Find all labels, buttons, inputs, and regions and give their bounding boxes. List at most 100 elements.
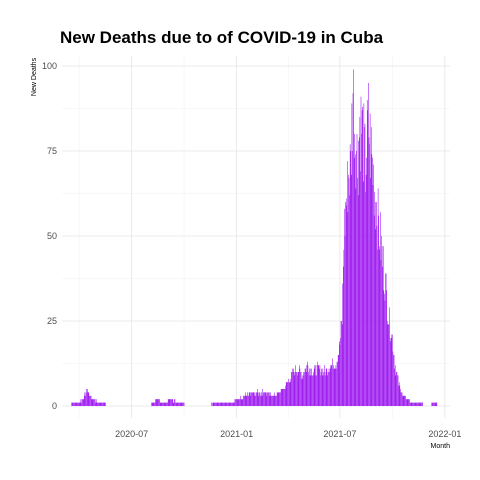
- bar: [317, 365, 319, 406]
- bar: [365, 174, 367, 406]
- bar: [384, 293, 385, 406]
- bar: [281, 389, 283, 406]
- bar: [301, 378, 302, 406]
- bar: [330, 365, 332, 406]
- bar: [372, 185, 374, 406]
- bar: [301, 375, 303, 406]
- bar: [356, 151, 357, 406]
- bar: [226, 402, 228, 406]
- bar: [295, 372, 297, 406]
- bar: [400, 392, 402, 406]
- bar: [283, 389, 284, 406]
- bar: [397, 375, 398, 406]
- bar: [404, 395, 406, 406]
- bar: [306, 365, 308, 406]
- bar: [436, 402, 438, 406]
- bar: [297, 375, 298, 406]
- bar: [94, 399, 96, 406]
- bar: [289, 382, 291, 406]
- bar: [277, 392, 278, 406]
- bar: [227, 402, 228, 406]
- bar: [352, 93, 354, 406]
- bar: [255, 395, 256, 406]
- bar: [304, 368, 306, 406]
- bar: [172, 399, 173, 406]
- bar: [175, 402, 176, 406]
- bar: [216, 402, 217, 406]
- bar: [422, 402, 423, 406]
- bar: [232, 402, 234, 406]
- bar: [365, 191, 366, 406]
- bar: [351, 103, 353, 407]
- bar: [307, 361, 308, 406]
- bar: [160, 402, 162, 406]
- bar: [377, 249, 378, 406]
- bar: [302, 378, 304, 406]
- bar: [274, 395, 276, 406]
- bar: [360, 96, 362, 406]
- bar: [238, 399, 240, 406]
- bar: [385, 273, 386, 406]
- bar: [345, 205, 347, 406]
- bar: [97, 402, 99, 406]
- bar: [297, 372, 299, 406]
- bar: [248, 392, 250, 406]
- bar: [278, 392, 280, 406]
- bar: [348, 174, 349, 406]
- bar: [178, 402, 179, 406]
- bar: [86, 392, 88, 406]
- bar: [324, 372, 326, 406]
- bar: [100, 402, 102, 406]
- bar: [391, 334, 393, 406]
- bar: [410, 402, 411, 406]
- bar: [247, 395, 249, 406]
- bar: [211, 402, 212, 406]
- bar: [275, 395, 277, 406]
- bar: [412, 402, 413, 406]
- bar: [265, 392, 267, 406]
- bar: [215, 402, 217, 406]
- bar: [159, 399, 160, 406]
- bar: [92, 399, 94, 406]
- bar: [76, 402, 78, 406]
- bar: [319, 365, 321, 406]
- bar: [104, 402, 106, 406]
- bar: [433, 402, 434, 406]
- bar: [413, 402, 414, 406]
- bar: [313, 368, 315, 406]
- bar: [419, 402, 421, 406]
- bar: [308, 375, 310, 406]
- bar: [398, 382, 400, 406]
- bar: [240, 399, 242, 406]
- bar: [347, 212, 349, 406]
- bar: [220, 402, 222, 406]
- bar: [81, 399, 83, 406]
- bar: [275, 395, 276, 406]
- bar: [323, 372, 324, 406]
- bar: [178, 402, 180, 406]
- bar: [340, 338, 341, 406]
- bar: [267, 392, 268, 406]
- bar: [261, 389, 263, 406]
- bar: [403, 395, 405, 406]
- bar: [354, 154, 356, 406]
- bar: [269, 392, 270, 406]
- bar: [272, 395, 274, 406]
- bar: [385, 273, 387, 406]
- y-tick-label: 0: [52, 401, 57, 411]
- bar: [272, 395, 273, 406]
- bar: [257, 395, 259, 406]
- bar: [411, 402, 413, 406]
- bar: [322, 368, 324, 406]
- bar: [373, 215, 375, 406]
- bar: [85, 392, 87, 406]
- bar: [333, 365, 334, 406]
- bar: [95, 399, 97, 406]
- bar: [384, 300, 386, 406]
- bar: [177, 402, 179, 406]
- bar: [399, 385, 401, 406]
- bar: [169, 399, 171, 406]
- bar: [103, 402, 105, 406]
- bar: [409, 402, 411, 406]
- bar: [257, 389, 259, 406]
